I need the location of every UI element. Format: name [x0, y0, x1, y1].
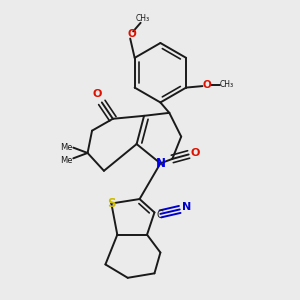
Text: O: O [202, 80, 211, 90]
Text: CH₃: CH₃ [220, 80, 234, 89]
Text: N: N [182, 202, 191, 212]
Text: Me: Me [60, 156, 72, 165]
Text: C: C [156, 210, 163, 220]
Text: O: O [127, 29, 136, 39]
Text: O: O [190, 148, 200, 158]
Text: Me: Me [60, 142, 72, 152]
Text: O: O [92, 89, 102, 99]
Text: N: N [155, 157, 165, 170]
Text: CH₃: CH₃ [136, 14, 150, 23]
Text: S: S [107, 197, 116, 210]
